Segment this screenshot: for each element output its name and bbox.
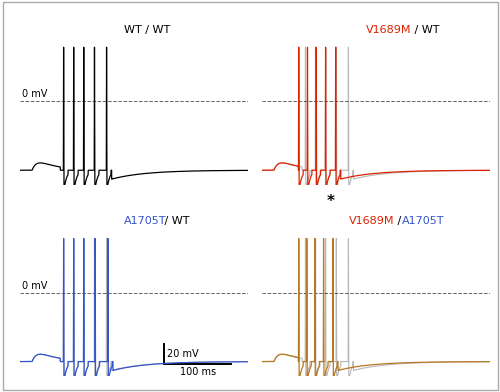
Text: V1689M: V1689M <box>366 25 412 34</box>
Text: *: * <box>327 194 335 209</box>
Text: WT / WT: WT / WT <box>124 25 170 34</box>
Text: 0 mV: 0 mV <box>22 281 48 291</box>
Text: V1689M: V1689M <box>349 216 395 226</box>
Text: 20 mV: 20 mV <box>167 348 198 359</box>
Text: A1705T: A1705T <box>402 216 444 226</box>
Text: /: / <box>394 216 405 226</box>
Text: / WT: / WT <box>411 25 440 34</box>
Text: 100 ms: 100 ms <box>180 367 216 377</box>
Text: / WT: / WT <box>161 216 190 226</box>
Text: A1705T: A1705T <box>124 216 166 226</box>
Text: 0 mV: 0 mV <box>22 89 48 99</box>
